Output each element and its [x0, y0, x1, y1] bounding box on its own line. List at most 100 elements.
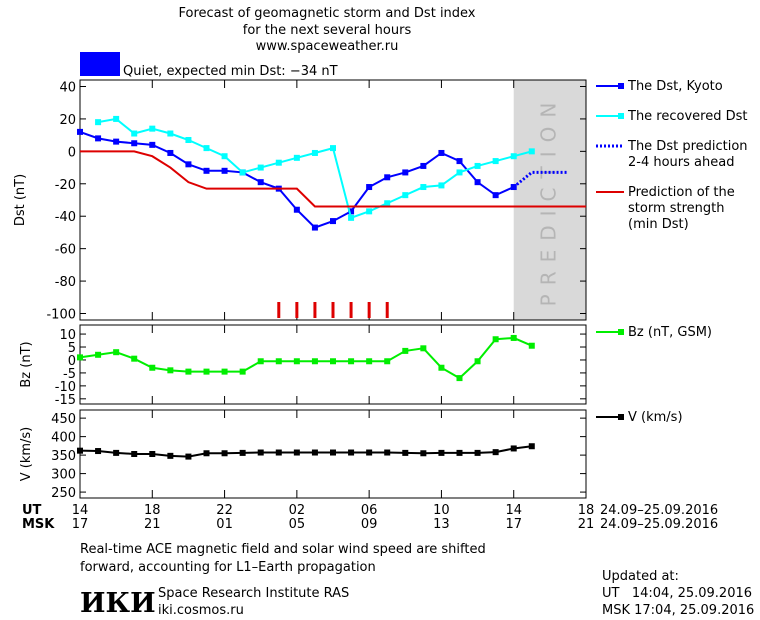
series-marker: [185, 368, 192, 375]
series-marker: [131, 130, 138, 137]
y-tick-label: 10: [59, 328, 76, 343]
x-tick-label: 06: [361, 503, 378, 518]
plot-frame: [79, 409, 587, 499]
series-marker: [384, 449, 391, 456]
y-tick-label: 250: [51, 486, 76, 501]
series-marker: [149, 141, 156, 148]
y-tick-label: -20: [55, 178, 76, 193]
series-marker: [275, 159, 282, 166]
series-marker: [528, 342, 535, 349]
series-marker: [311, 358, 318, 365]
series-marker: [311, 149, 318, 156]
x-range-label: 24.09–25.09.2016: [600, 517, 718, 532]
x-tick-label-msk: 21: [578, 517, 595, 532]
x-tick-label-msk: 17: [72, 517, 89, 532]
series-marker: [95, 135, 102, 142]
series-marker: [113, 138, 120, 145]
y-tick-label: -10: [55, 380, 76, 395]
series-marker: [221, 153, 228, 160]
y-tick-label: 350: [51, 449, 76, 464]
series-marker: [456, 158, 463, 165]
series-marker: [330, 145, 336, 152]
series-marker: [257, 179, 264, 186]
y-tick-label: -60: [55, 243, 76, 258]
series-marker: [149, 125, 156, 132]
y-tick-label: -5: [63, 367, 76, 382]
plot-frame: [79, 79, 587, 321]
series-marker: [185, 453, 192, 460]
series-marker: [77, 447, 83, 454]
series-marker: [366, 358, 373, 365]
note-line: forward, accounting for L1–Earth propaga…: [80, 560, 376, 575]
legend-label: The Dst prediction: [627, 139, 748, 154]
legend-label: (min Dst): [628, 217, 689, 232]
series-marker: [203, 450, 210, 457]
series-marker: [474, 162, 481, 169]
legend-label: Bz (nT, GSM): [628, 325, 712, 340]
series-marker: [492, 449, 499, 456]
x-tick-label-msk: 13: [433, 517, 450, 532]
legend-label: The Dst, Kyoto: [627, 79, 723, 94]
series-marker: [528, 148, 535, 155]
x-row-label: MSK: [22, 517, 55, 532]
y-tick-label: 40: [59, 80, 76, 95]
series-line: [80, 150, 586, 208]
y-tick-label: 400: [51, 431, 76, 446]
series-marker: [474, 358, 481, 365]
legend-label: storm strength: [628, 201, 725, 216]
series-marker: [77, 128, 83, 135]
y-tick-label: 20: [59, 113, 76, 128]
series-marker: [420, 184, 427, 191]
institute-name: Space Research Institute RAS: [158, 586, 349, 601]
series-marker: [149, 451, 156, 457]
series-marker: [456, 169, 463, 176]
x-tick-label-msk: 21: [144, 517, 161, 532]
series-marker: [185, 137, 192, 143]
series-marker: [167, 367, 174, 374]
series-marker: [384, 200, 391, 207]
series-marker: [492, 336, 499, 343]
series-marker: [384, 174, 391, 181]
x-tick-label: 22: [216, 503, 233, 518]
series-marker: [221, 167, 228, 174]
series-marker: [438, 149, 445, 156]
legend-marker: [618, 414, 624, 420]
institute-url: iki.cosmos.ru: [158, 603, 244, 618]
series-marker: [330, 358, 336, 365]
status-label: Quiet, expected min Dst: −34 nT: [123, 64, 338, 79]
series-marker: [275, 358, 282, 365]
series-marker: [456, 449, 463, 456]
series-marker: [239, 368, 246, 375]
series-marker: [113, 449, 120, 456]
series-marker: [203, 145, 210, 152]
series-marker: [149, 364, 156, 371]
updated-line: MSK 17:04, 25.09.2016: [602, 603, 754, 618]
y-tick-label: -40: [55, 210, 76, 225]
series-marker: [348, 449, 355, 456]
updated-title: Updated at:: [602, 569, 679, 584]
updated-line: UT 14:04, 25.09.2016: [602, 586, 752, 601]
series-marker: [474, 449, 481, 456]
y-tick-label: -15: [55, 393, 76, 408]
series-marker: [311, 449, 318, 456]
x-tick-label-msk: 01: [216, 517, 233, 532]
series-marker: [420, 345, 427, 352]
note-line: Real-time ACE magnetic field and solar w…: [80, 542, 486, 557]
x-tick-label: 14: [72, 503, 89, 518]
x-tick-label: 18: [578, 503, 595, 518]
series-marker: [348, 358, 355, 365]
series-marker: [185, 161, 192, 168]
series-marker: [167, 130, 174, 137]
series-marker: [203, 167, 210, 174]
series-marker: [221, 368, 228, 375]
series-marker: [113, 115, 120, 122]
series-marker: [402, 449, 409, 456]
series-marker: [95, 119, 102, 126]
series-marker: [330, 449, 336, 456]
series-marker: [366, 449, 373, 456]
y-axis-label: V (km/s): [19, 427, 34, 482]
series-marker: [239, 169, 246, 176]
series-marker: [420, 450, 427, 457]
legend-marker: [618, 113, 624, 119]
